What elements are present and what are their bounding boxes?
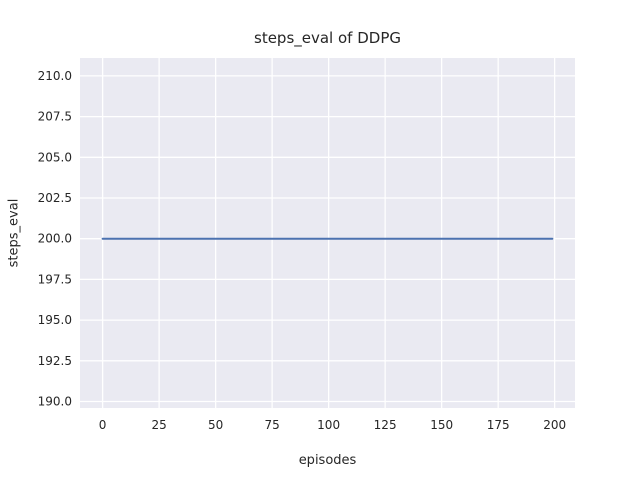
x-tick-label: 200 [543,418,566,432]
x-tick-label: 75 [264,418,279,432]
x-tick-label: 125 [374,418,397,432]
x-tick-label: 175 [487,418,510,432]
y-tick-label: 195.0 [38,313,72,327]
y-tick-label: 207.5 [38,110,72,124]
axes-background [80,58,575,408]
x-tick-label: 100 [317,418,340,432]
x-tick-label: 150 [430,418,453,432]
y-tick-label: 205.0 [38,150,72,164]
y-tick-label: 190.0 [38,394,72,408]
y-tick-label: 200.0 [38,232,72,246]
y-tick-label: 197.5 [38,272,72,286]
y-tick-label: 210.0 [38,69,72,83]
x-axis-label: episodes [298,453,357,468]
x-tick-label: 25 [151,418,166,432]
x-tick-label: 0 [99,418,107,432]
y-tick-label: 192.5 [38,354,72,368]
chart-title: steps_eval of DDPG [254,29,401,47]
y-tick-label: 202.5 [38,191,72,205]
x-tick-label: 50 [208,418,223,432]
